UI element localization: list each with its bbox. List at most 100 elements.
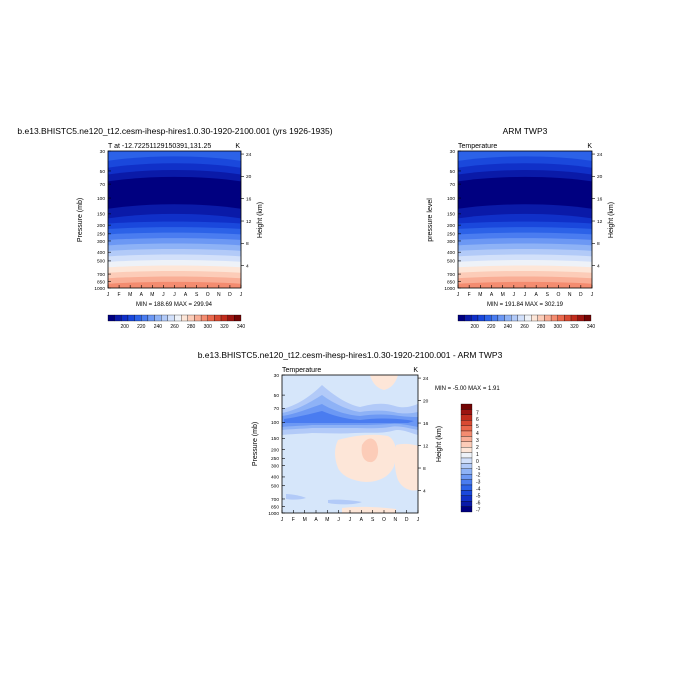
panel-3-y-tick-label: 30 bbox=[274, 373, 280, 379]
panel-3-colorbar-swatch bbox=[460, 441, 473, 448]
panel-3-colorbar-swatch bbox=[460, 414, 473, 421]
panel-2-x-tick-label: M bbox=[501, 292, 505, 298]
panel-1-unit-label: K bbox=[235, 143, 240, 150]
panel-1-colorbar-swatch bbox=[147, 314, 155, 322]
panel-1-x-tick-label: J bbox=[173, 292, 176, 298]
panel-3-y-ticks-right: 24 20 16 12 8 4 bbox=[418, 376, 429, 494]
panel-1-colorbar-label: 320 bbox=[220, 324, 229, 330]
panel-1-colorbar-label: 300 bbox=[204, 324, 213, 330]
panel-3-x-tick-label: J bbox=[281, 517, 284, 523]
panel-3-colorbar-label: 0 bbox=[476, 459, 479, 465]
panel-1-y-tick-label: 700 bbox=[97, 272, 105, 278]
panel-2-colorbar-swatch bbox=[517, 314, 525, 322]
panel-3-x-tick-label: F bbox=[292, 517, 295, 523]
panel-1-colorbar-swatch bbox=[114, 314, 122, 322]
panel-2-x-tick-label: A bbox=[490, 292, 494, 298]
panel-1-y-tick-label: 50 bbox=[100, 169, 106, 175]
panel-1-colorbar-label: 260 bbox=[170, 324, 179, 330]
panel-2-colorbar-swatch bbox=[477, 314, 485, 322]
panel-1-y-tick-label: 250 bbox=[97, 232, 105, 238]
panel-2-colorbar-label: 220 bbox=[487, 324, 496, 330]
panel-2-x-tick-label: S bbox=[546, 292, 550, 298]
panel-3-colorbar-label: -1 bbox=[476, 466, 481, 472]
panel-1: b.e13.BHISTC5.ne120_t12.cesm-ihesp-hires… bbox=[17, 126, 332, 330]
panel-3-y-tick-label: 100 bbox=[271, 420, 279, 426]
panel-1-colorbar-swatch bbox=[194, 314, 202, 322]
panel-3-colorbar-swatch bbox=[460, 420, 473, 426]
panel-2-y-tick-label: 700 bbox=[447, 272, 455, 278]
panel-1-height-tick-label: 12 bbox=[246, 219, 252, 225]
panel-1-colorbar-swatch bbox=[207, 314, 215, 322]
panel-1-y-axis-label-right: Height (km) bbox=[257, 202, 264, 238]
panel-2-height-tick-label: 20 bbox=[597, 174, 603, 180]
panel-3-colorbar-label: 5 bbox=[476, 424, 479, 430]
panel-3-height-tick-label: 4 bbox=[423, 488, 426, 494]
panel-2-y-tick-label: 500 bbox=[447, 259, 455, 265]
panel-3-title: b.e13.BHISTC5.ne120_t12.cesm-ihesp-hires… bbox=[198, 350, 503, 360]
panel-1-colorbar-swatch bbox=[234, 314, 242, 322]
panel-1-height-tick-label: 16 bbox=[246, 196, 252, 202]
panel-3-x-tick-label: J bbox=[417, 517, 420, 523]
panel-2-x-tick-label: M bbox=[478, 292, 482, 298]
panel-1-x-tick-label: J bbox=[107, 292, 110, 298]
panel-2-colorbar-swatch bbox=[497, 314, 505, 322]
panel-3-colorbar-swatch bbox=[460, 495, 473, 502]
panel-1-y-ticks-right: 24 20 16 12 8 4 bbox=[241, 152, 252, 269]
panel-1-height-tick-label: 8 bbox=[246, 241, 249, 247]
panel-1-x-tick-label: J bbox=[240, 292, 243, 298]
panel-2-colorbar-swatch bbox=[504, 314, 512, 322]
panel-2-colorbar-swatch bbox=[457, 314, 465, 322]
panel-1-bands bbox=[108, 151, 241, 288]
panel-3-colorbar-swatch bbox=[460, 409, 473, 415]
panel-2-colorbar-label: 320 bbox=[570, 324, 579, 330]
panel-3-x-tick-label: A bbox=[314, 517, 318, 523]
panel-1-colorbar-swatch bbox=[200, 314, 208, 322]
panel-3-cool-streak-left bbox=[286, 494, 306, 500]
panel-2-colorbar-swatch bbox=[570, 314, 578, 322]
panel-1-colorbar-swatch bbox=[134, 314, 142, 322]
panel-2-colorbar-swatch bbox=[524, 314, 532, 322]
panel-2-x-tick-label: F bbox=[468, 292, 471, 298]
panel-1-colorbar-swatch bbox=[180, 314, 188, 322]
panel-1-stats: MIN = 188.69 MAX = 299.94 bbox=[136, 302, 213, 308]
panel-2-x-tick-label: J bbox=[457, 292, 460, 298]
panel-2-colorbar: 200 220 240 260 280 300 320 340 bbox=[457, 314, 595, 330]
panel-1-colorbar-swatch bbox=[154, 314, 162, 322]
panel-3-colorbar-swatch bbox=[460, 463, 473, 469]
panel-3-colorbar-swatch bbox=[460, 447, 473, 453]
panel-3-colorbar-label: -7 bbox=[476, 507, 481, 513]
panel-3-x-tick-label: O bbox=[382, 517, 386, 523]
panel-3-colorbar-swatch bbox=[460, 484, 473, 491]
panel-3-cool-streak-low bbox=[328, 499, 362, 505]
panel-1-x-tick-label: A bbox=[140, 292, 144, 298]
panel-2-x-tick-label: D bbox=[579, 292, 583, 298]
panel-2-colorbar-swatch bbox=[531, 314, 538, 322]
panel-2-height-tick-label: 12 bbox=[597, 219, 603, 225]
panel-2-height-tick-label: 4 bbox=[597, 263, 600, 269]
panel-1-height-tick-label: 20 bbox=[246, 174, 252, 180]
panel-1-x-tick-label: M bbox=[128, 292, 132, 298]
panel-3-x-tick-label: J bbox=[337, 517, 340, 523]
panel-3-warm-patch-top bbox=[370, 375, 398, 390]
panel-3-y-tick-label: 250 bbox=[271, 456, 279, 462]
panel-2-y-tick-label: 1000 bbox=[444, 286, 455, 292]
panel-3-colorbar-swatch bbox=[460, 501, 473, 507]
panel-3-height-tick-label: 12 bbox=[423, 443, 429, 449]
panel-2-height-tick-label: 8 bbox=[597, 241, 600, 247]
panel-2-x-tick-label: A bbox=[534, 292, 538, 298]
panel-3-x-tick-label: D bbox=[405, 517, 409, 523]
panel-1-x-tick-label: M bbox=[150, 292, 154, 298]
panel-3-colorbar-swatch bbox=[460, 457, 473, 464]
panel-2-colorbar-label: 200 bbox=[470, 324, 479, 330]
panel-2-x-tick-label: J bbox=[524, 292, 527, 298]
panel-3-y-tick-label: 150 bbox=[271, 436, 279, 442]
panel-2-y-tick-label: 100 bbox=[447, 196, 455, 202]
panel-1-colorbar-swatch bbox=[167, 314, 175, 322]
panel-3-stats: MIN = -5.00 MAX = 1.91 bbox=[435, 386, 500, 392]
panel-2-x-tick-label: O bbox=[557, 292, 561, 298]
panel-2-colorbar-label: 260 bbox=[520, 324, 529, 330]
panel-2-height-tick-label: 16 bbox=[597, 196, 603, 202]
